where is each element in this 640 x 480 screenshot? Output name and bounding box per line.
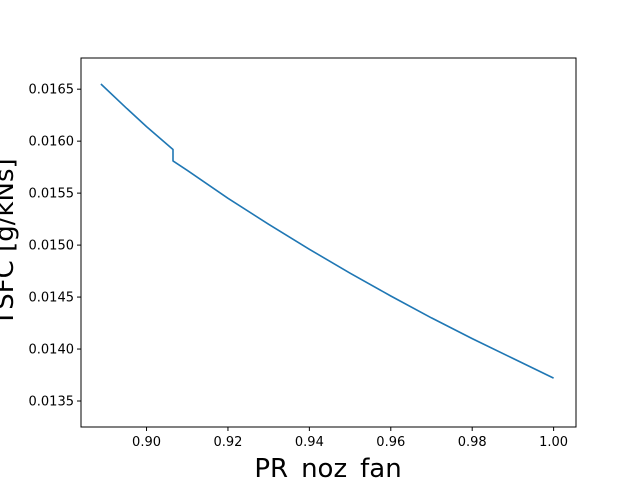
y-tick-label: 0.0135 bbox=[29, 395, 75, 410]
y-tick-label: 0.0140 bbox=[29, 343, 75, 358]
y-axis-label: TSFC [g/kNs] bbox=[0, 158, 20, 326]
series-line-0 bbox=[100, 83, 554, 379]
y-tick-label: 0.0160 bbox=[29, 135, 75, 150]
x-tick-label: 0.90 bbox=[132, 435, 161, 450]
y-tick-label: 0.0165 bbox=[29, 83, 75, 98]
x-axis-ticks: 0.90 0.92 0.94 0.96 0.98 1.00 bbox=[132, 427, 568, 450]
x-axis-label: PR_noz_fan bbox=[254, 454, 401, 480]
plot-area bbox=[80, 57, 577, 428]
x-tick-label: 0.96 bbox=[376, 435, 405, 450]
y-tick-label: 0.0145 bbox=[29, 291, 75, 306]
x-tick-label: 0.98 bbox=[458, 435, 487, 450]
x-tick-label: 1.00 bbox=[539, 435, 568, 450]
x-tick-label: 0.92 bbox=[213, 435, 242, 450]
y-axis-ticks: 0.0135 0.0140 0.0145 0.0150 0.0155 0.0160 0.01… bbox=[29, 83, 81, 410]
x-tick-label: 0.94 bbox=[295, 435, 324, 450]
y-tick-label: 0.0150 bbox=[29, 239, 75, 254]
axes-frame bbox=[80, 57, 577, 428]
y-tick-label: 0.0155 bbox=[29, 187, 75, 202]
